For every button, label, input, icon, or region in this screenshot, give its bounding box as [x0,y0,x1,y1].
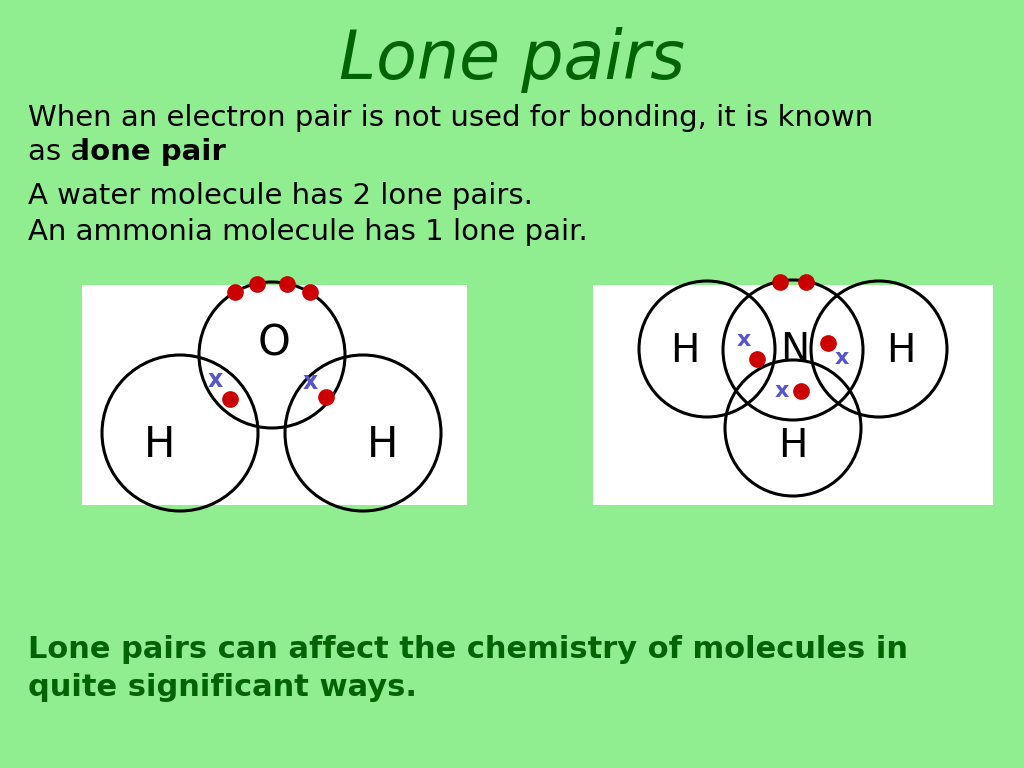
Text: An ammonia molecule has 1 lone pair.: An ammonia molecule has 1 lone pair. [28,218,588,246]
Text: A water molecule has 2 lone pairs.: A water molecule has 2 lone pairs. [28,182,532,210]
Bar [593,285,993,505]
Text: H: H [887,332,915,370]
Text: x: x [835,349,849,369]
Text: as a: as a [28,138,97,166]
Bar [82,285,467,505]
Text: lone pair: lone pair [80,138,225,166]
Text: x: x [303,370,318,394]
Text: x: x [737,329,752,349]
Text: O: O [258,322,291,364]
Text: H: H [671,332,699,370]
Text: Lone pairs: Lone pairs [339,27,685,93]
Text: x: x [775,381,790,401]
Text: When an electron pair is not used for bonding, it is known: When an electron pair is not used for bo… [28,104,873,132]
Text: H: H [144,424,176,466]
Text: N: N [780,331,810,369]
Text: H: H [778,427,808,465]
Text: Lone pairs can affect the chemistry of molecules in: Lone pairs can affect the chemistry of m… [28,635,908,664]
Text: H: H [368,424,398,466]
Text: x: x [208,368,222,392]
Text: quite significant ways.: quite significant ways. [28,674,417,703]
Text: .: . [191,138,201,166]
